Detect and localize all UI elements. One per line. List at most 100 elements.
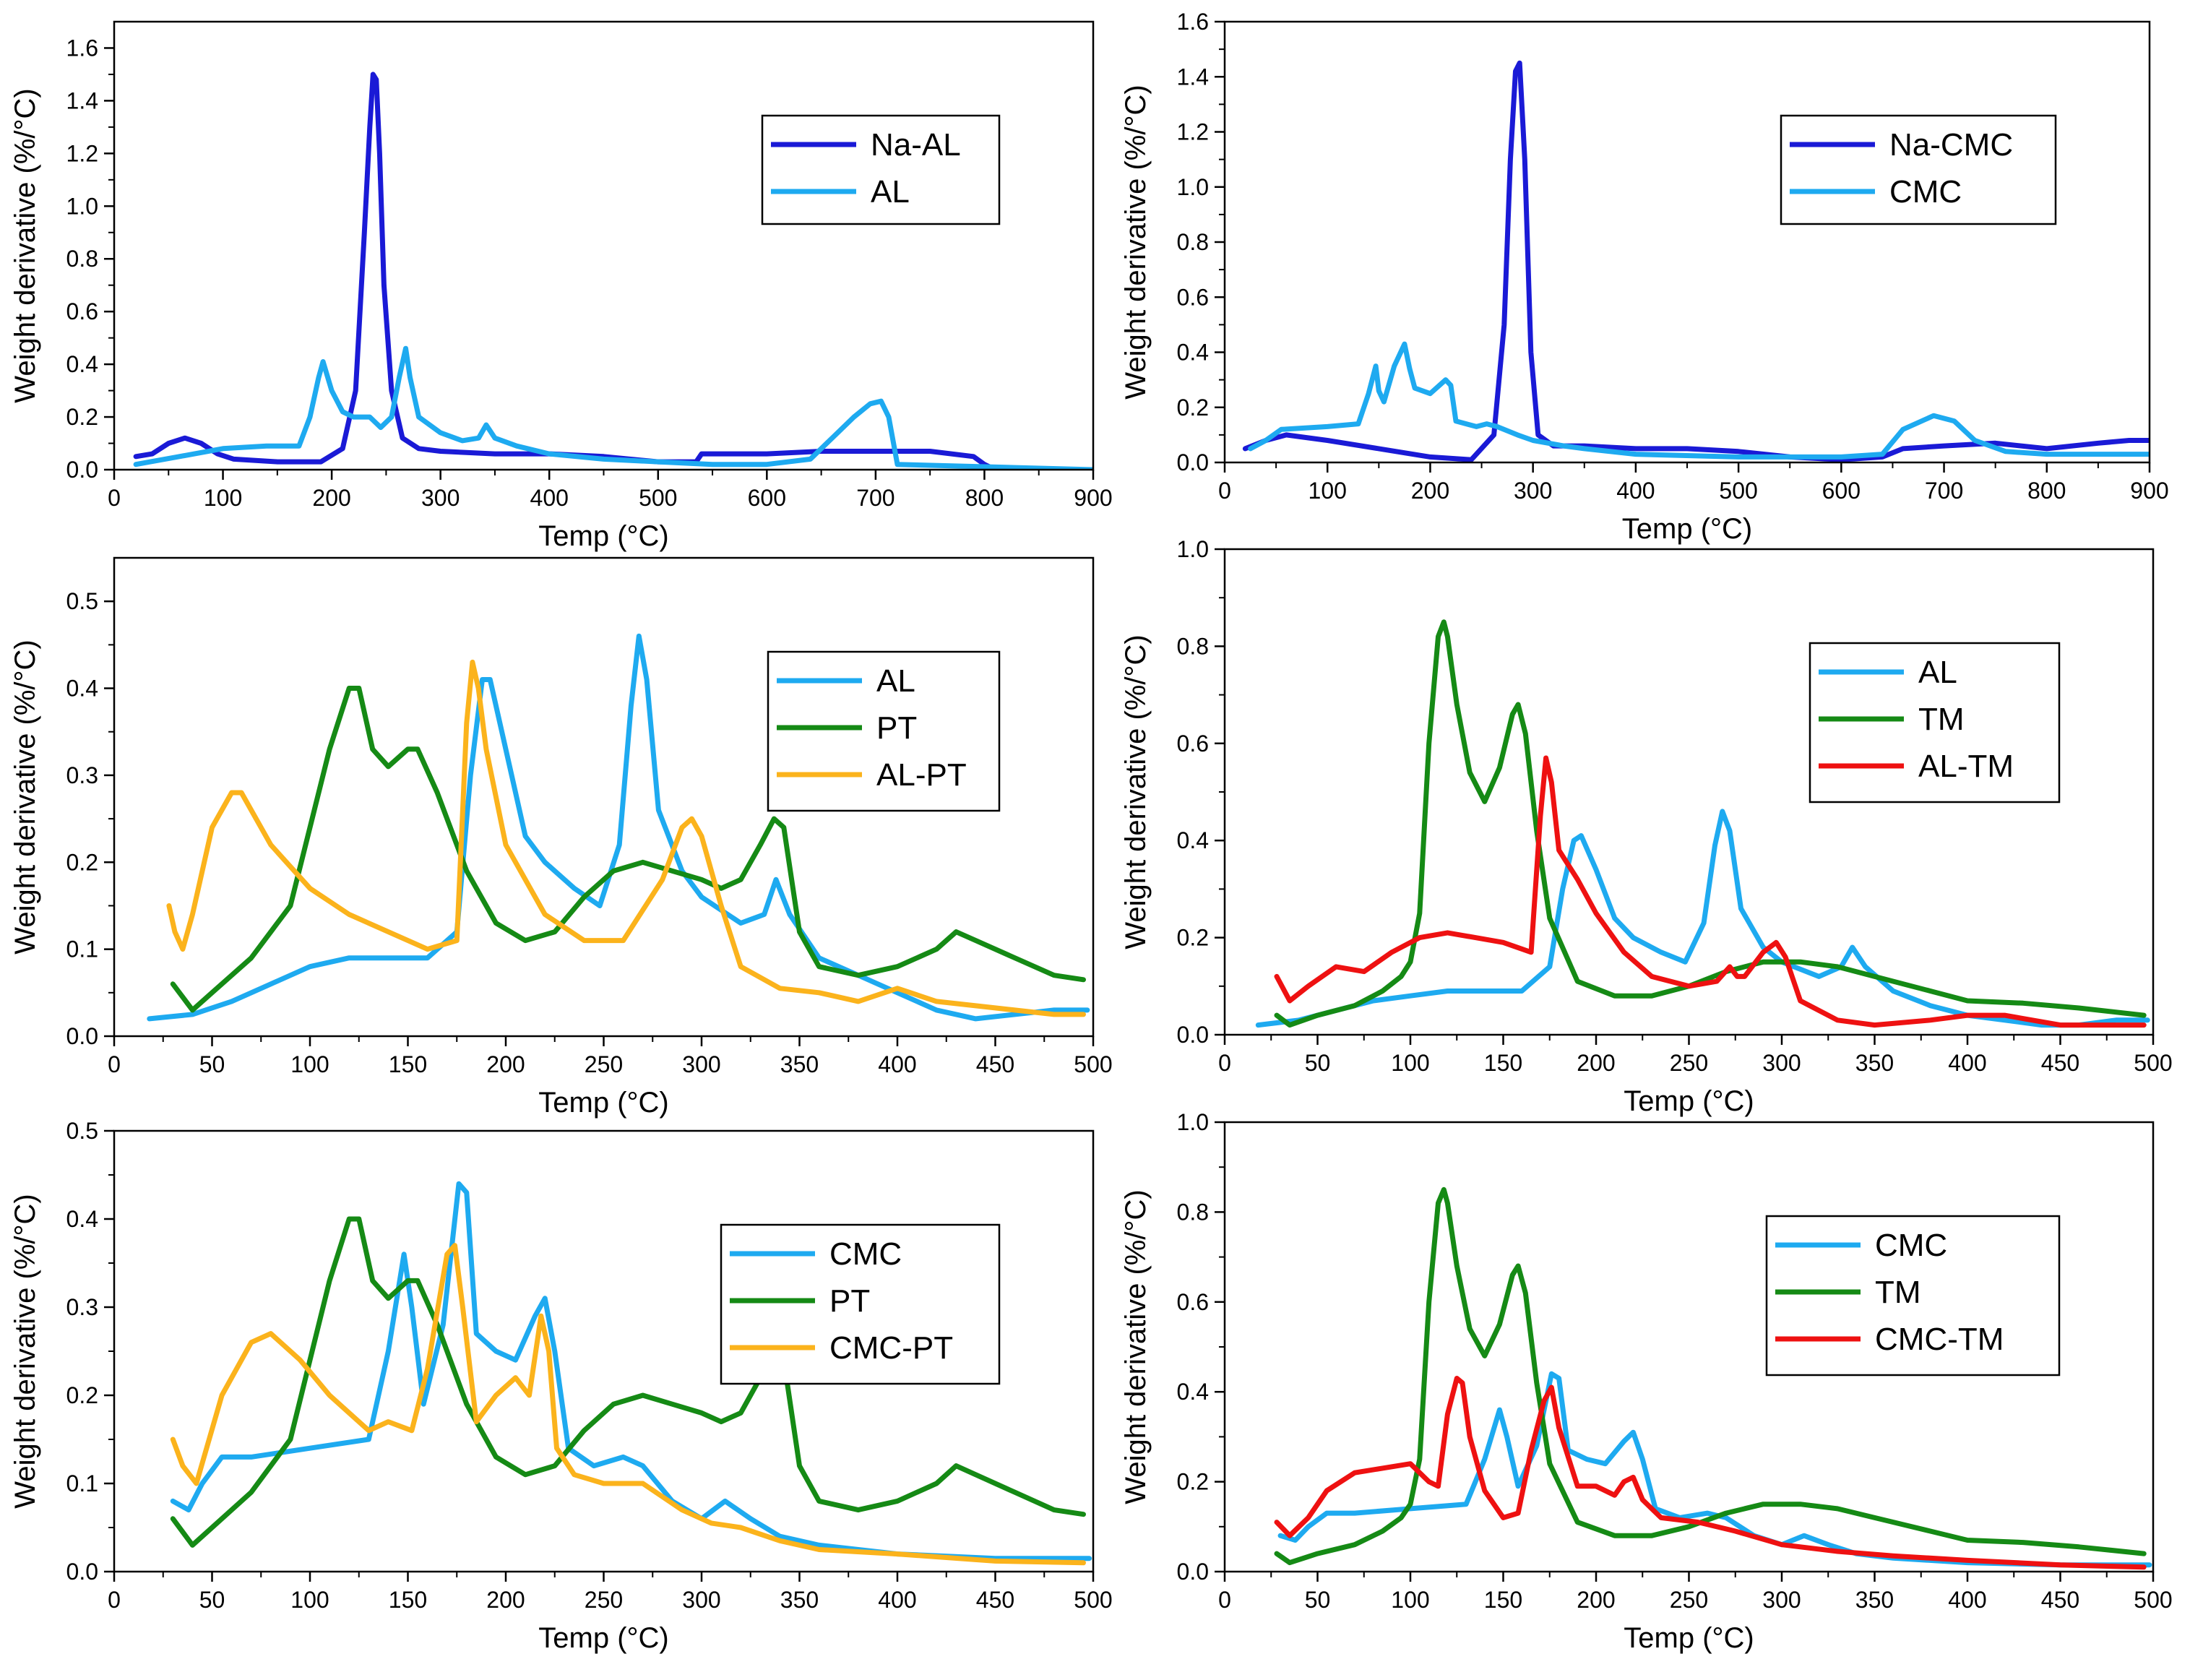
x-tick-label: 500: [1719, 478, 1757, 504]
x-tick-label: 200: [1411, 478, 1449, 504]
y-tick-label: 0.0: [66, 1559, 98, 1585]
y-axis-label: Weight derivative (%/°C): [1120, 1189, 1152, 1504]
x-tick-label: 800: [965, 485, 1004, 511]
x-axis-label: Temp (°C): [1624, 1622, 1754, 1654]
legend-box: [761, 114, 1001, 225]
x-tick-label: 350: [780, 1587, 819, 1613]
y-tick-label: 0.4: [1177, 340, 1209, 366]
x-tick-label: 400: [878, 1587, 916, 1613]
y-axis-label: Weight derivative (%/°C): [9, 1194, 41, 1508]
series-line-cmc-tm: [1274, 1376, 2147, 1570]
x-tick-label: 700: [1925, 478, 1963, 504]
x-tick-label: 50: [1305, 1587, 1331, 1613]
y-tick-label: 0.6: [1177, 284, 1209, 310]
y-tick-label: 0.2: [1177, 395, 1209, 421]
x-tick-label: 450: [2041, 1050, 2079, 1076]
y-tick-label: 0.4: [66, 676, 98, 702]
legend-label-cmc: CMC: [1875, 1228, 1947, 1263]
x-tick-label: 600: [748, 485, 786, 511]
series-line-al-pt: [166, 659, 1086, 1017]
x-tick-label: 450: [976, 1051, 1014, 1077]
series-line-al: [1255, 809, 2150, 1028]
x-tick-label: 50: [1305, 1050, 1331, 1076]
y-tick-label: 0.2: [1177, 1469, 1209, 1495]
y-tick-label: 0.4: [66, 351, 98, 377]
y-axis-label: Weight derivative (%/°C): [9, 88, 41, 402]
y-tick-label: 0.2: [1177, 925, 1209, 951]
y-tick-label: 0.1: [66, 1470, 98, 1496]
x-tick-label: 0: [108, 1587, 121, 1613]
x-tick-label: 300: [682, 1587, 720, 1613]
legend: Na-AL AL: [761, 114, 1001, 225]
y-axis-label: Weight derivative (%/°C): [9, 639, 41, 954]
x-tick-label: 50: [199, 1587, 225, 1613]
y-tick-label: 0.6: [66, 298, 98, 324]
x-tick-label: 100: [1391, 1587, 1429, 1613]
legend-label-cmc: CMC: [1889, 174, 1962, 210]
y-tick-label: 1.0: [1177, 1109, 1209, 1135]
y-tick-label: 0.3: [66, 1294, 98, 1320]
y-tick-label: 0.1: [66, 936, 98, 962]
legend-label-al: AL: [1918, 655, 1957, 690]
x-tick-label: 100: [290, 1051, 329, 1077]
y-tick-label: 0.6: [1177, 1289, 1209, 1315]
panel-ml: 0 50 100 150 200 250 300 350 400 450 500 0.0 0.1 0.2 0…: [9, 556, 1113, 1119]
x-tick-label: 200: [486, 1051, 525, 1077]
x-tick-label: 200: [486, 1587, 525, 1613]
x-tick-label: 150: [389, 1051, 427, 1077]
y-axis-label: Weight derivative (%/°C): [1120, 85, 1152, 399]
y-tick-label: 0.8: [1177, 633, 1209, 659]
x-tick-label: 50: [199, 1051, 225, 1077]
x-tick-label: 350: [780, 1051, 819, 1077]
y-tick-label: 1.4: [1177, 64, 1209, 90]
x-tick-label: 450: [2041, 1587, 2079, 1613]
y-tick-label: 1.2: [66, 140, 98, 166]
series-line-na-al: [133, 72, 1093, 470]
x-tick-label: 100: [1391, 1050, 1429, 1076]
x-tick-label: 250: [585, 1587, 623, 1613]
x-tick-label: 100: [1309, 478, 1347, 504]
y-tick-label: 0.8: [1177, 1199, 1209, 1225]
y-tick-label: 1.0: [1177, 174, 1209, 200]
series-line-tm: [1274, 1186, 2147, 1566]
legend: Na-CMC CMC: [1780, 114, 2057, 225]
y-tick-label: 0.2: [66, 404, 98, 430]
x-axis-label: Temp (°C): [538, 1087, 668, 1119]
x-tick-label: 200: [312, 485, 350, 511]
y-tick-label: 0.0: [1177, 1022, 1209, 1048]
x-axis-label: Temp (°C): [1622, 513, 1752, 545]
y-tick-label: 0.4: [66, 1206, 98, 1232]
x-tick-label: 450: [976, 1587, 1014, 1613]
panel-tl: 0 100 200 300 400 500 600 700 800 900 0.0 0.2 0.4 0.6…: [9, 20, 1113, 552]
x-tick-label: 900: [2130, 478, 2168, 504]
x-tick-label: 150: [389, 1587, 427, 1613]
legend-label-tm: TM: [1918, 702, 1965, 737]
y-tick-label: 0.2: [66, 1382, 98, 1408]
x-tick-label: 400: [530, 485, 569, 511]
y-tick-label: 1.2: [1177, 119, 1209, 145]
y-tick-label: 1.0: [1177, 536, 1209, 562]
x-tick-label: 150: [1484, 1587, 1522, 1613]
legend-label-cmc-pt: CMC-PT: [829, 1330, 953, 1366]
x-tick-label: 300: [1762, 1587, 1801, 1613]
legend-label-al: AL: [876, 663, 915, 699]
x-tick-label: 0: [1218, 1050, 1231, 1076]
x-tick-label: 500: [639, 485, 677, 511]
y-tick-label: 1.4: [66, 87, 98, 113]
x-tick-label: 500: [1074, 1587, 1112, 1613]
plot-frame: [1223, 20, 2151, 464]
series-line-al-tm: [1274, 755, 2147, 1028]
y-tick-label: 0.5: [66, 1118, 98, 1144]
series-line-pt: [170, 686, 1086, 1013]
x-tick-label: 200: [1577, 1050, 1615, 1076]
x-tick-label: 300: [1514, 478, 1552, 504]
x-tick-label: 350: [1855, 1050, 1894, 1076]
series-line-al: [133, 345, 1093, 470]
series-line-cmc: [1248, 341, 2150, 460]
panel-mr: 0 50 100 150 200 250 300 350 400 450 500 0.0 0.2 0.4 0…: [1120, 536, 2173, 1117]
x-tick-label: 800: [2027, 478, 2066, 504]
x-tick-label: 500: [1074, 1051, 1112, 1077]
series-line-pt: [170, 1216, 1086, 1548]
plot-frame: [113, 20, 1095, 471]
